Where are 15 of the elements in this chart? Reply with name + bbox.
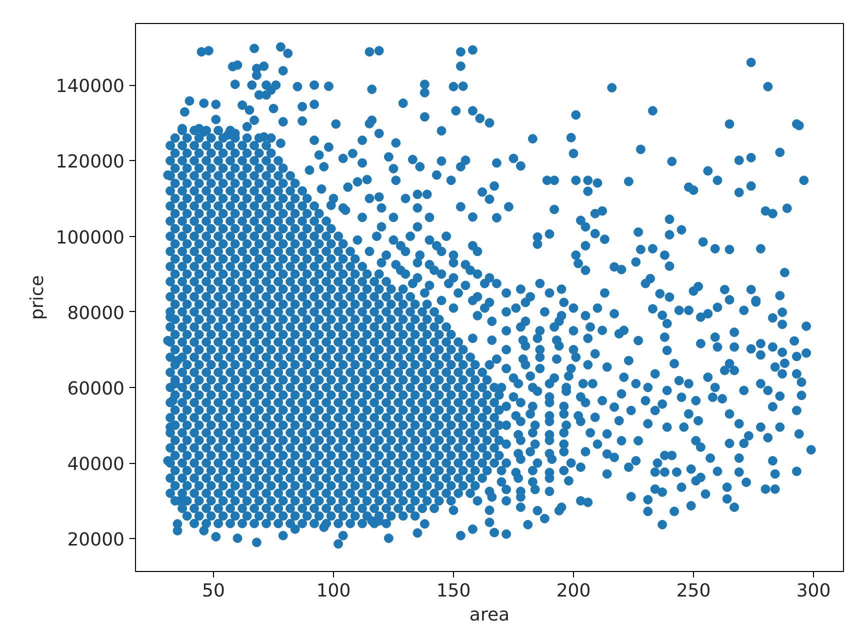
y-tick-label: 80000 [67, 302, 125, 324]
y-tick-label: 60000 [67, 378, 125, 400]
y-tick-label: 120000 [56, 152, 125, 173]
x-axis-title: area [469, 604, 510, 626]
x-tick-label: 300 [796, 580, 831, 602]
y-tick-label: 40000 [67, 454, 125, 476]
y-tick-label: 20000 [67, 530, 125, 551]
y-tick-label: 140000 [56, 76, 125, 98]
x-tick-label: 150 [436, 580, 471, 602]
x-tick-label: 200 [556, 580, 591, 602]
x-tick-label: 100 [316, 580, 351, 602]
x-tick-label: 50 [202, 580, 225, 602]
y-axis-title: price [26, 275, 48, 320]
y-tick-label: 100000 [56, 227, 125, 248]
x-tick-label: 250 [676, 580, 711, 602]
